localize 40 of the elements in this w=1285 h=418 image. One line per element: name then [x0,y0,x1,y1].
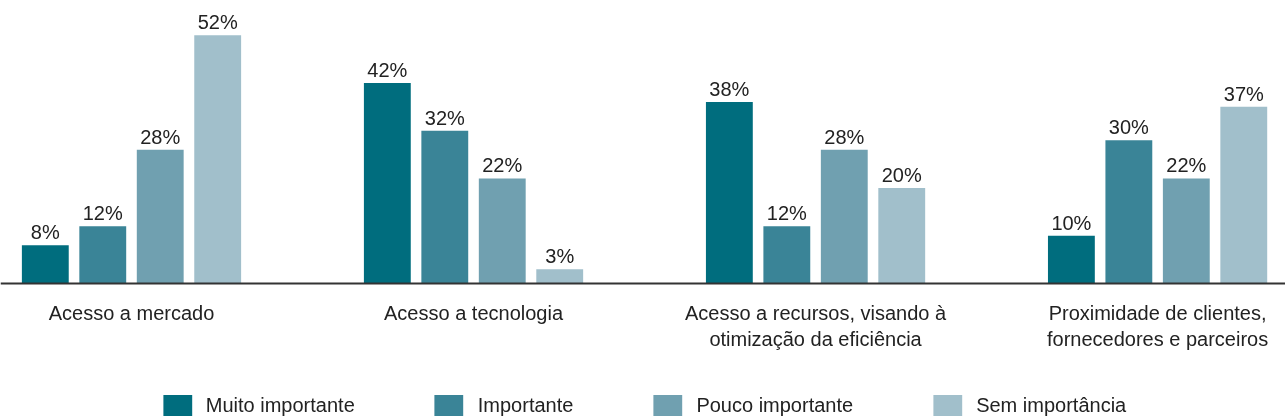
legend-label: Pouco importante [696,393,854,417]
x-tick-label: Acesso a recursos, visando à otimização da eficiência [684,301,948,350]
bar [421,130,469,284]
bar [1220,106,1268,284]
bar [1047,235,1095,284]
bar [79,226,127,284]
data-label: 37% [1223,82,1264,105]
legend-label: Sem importância [976,393,1127,417]
bar [1162,178,1210,284]
data-label: 20% [881,164,922,187]
data-label: 28% [824,125,865,148]
bar [820,149,868,284]
data-label: 38% [709,78,750,101]
data-label: 42% [367,58,408,81]
bar [536,269,584,284]
data-label: 8% [30,221,60,244]
data-label: 12% [766,202,808,225]
bar [763,226,811,284]
bar [478,178,526,284]
bar [136,149,184,284]
bar [21,245,69,284]
bar [363,82,411,284]
data-label: 12% [82,202,123,225]
data-label: 52% [197,11,238,34]
data-label: 28% [140,125,181,148]
x-tick-label: Acesso a tecnologia [384,301,564,324]
data-label: 10% [1051,211,1092,234]
x-tick-label: Acesso a mercado [48,301,215,324]
legend-label: Importante [477,393,574,417]
data-label: 22% [482,154,523,177]
data-label: 3% [545,245,575,268]
bar [705,102,753,284]
bar [878,188,926,284]
data-label: 32% [424,106,466,129]
legend-label: Muito importante [205,393,355,417]
bar [194,35,242,284]
data-label: 30% [1108,116,1150,139]
data-label: 22% [1166,154,1207,177]
bar [1105,140,1153,284]
x-tick-label: Proximidade de clientes, fornecedores e parceiros [1046,301,1269,350]
